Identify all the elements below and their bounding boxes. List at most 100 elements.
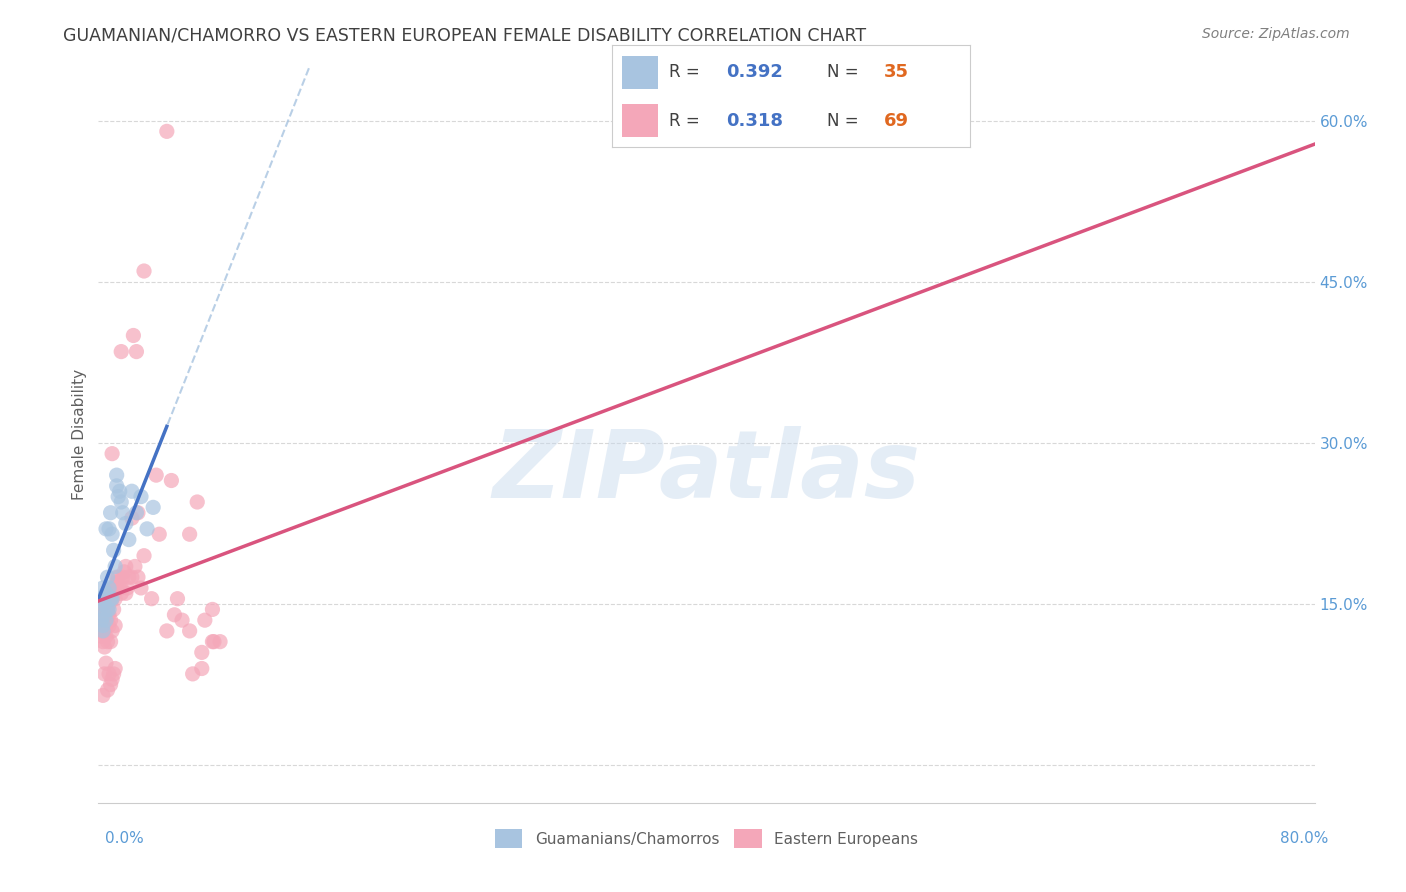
Point: [179, 624, 201, 638]
Point: [170, 613, 193, 627]
Point: [105, 575, 128, 590]
Point: [121, 570, 143, 584]
Point: [89, 613, 111, 627]
Point: [94, 613, 117, 627]
Point: [112, 565, 135, 579]
Point: [156, 624, 179, 638]
Text: R =: R =: [669, 63, 704, 81]
Point: [129, 581, 152, 595]
Point: [94, 618, 117, 632]
Point: [89, 602, 111, 616]
Text: 0.0%: 0.0%: [105, 831, 145, 846]
Point: [100, 678, 122, 692]
Point: [121, 511, 143, 525]
Point: [104, 618, 127, 632]
Point: [101, 447, 124, 461]
Point: [141, 591, 163, 606]
Point: [114, 586, 136, 600]
Point: [127, 506, 149, 520]
Text: R =: R =: [669, 112, 704, 129]
Point: [117, 581, 139, 595]
Point: [98, 581, 121, 595]
Point: [181, 666, 204, 681]
Point: [111, 506, 134, 520]
Point: [90, 629, 112, 643]
Point: [101, 591, 124, 606]
Point: [136, 522, 159, 536]
Point: [96, 570, 118, 584]
Point: [103, 543, 125, 558]
Bar: [623, 56, 658, 88]
Point: [107, 570, 129, 584]
Point: [114, 559, 136, 574]
Point: [96, 634, 118, 648]
Point: [156, 124, 179, 138]
Text: 69: 69: [884, 112, 910, 129]
Point: [118, 570, 141, 584]
Bar: [623, 104, 658, 137]
Point: [201, 634, 224, 648]
Point: [98, 522, 121, 536]
Point: [110, 344, 132, 359]
Point: [89, 624, 111, 638]
Point: [209, 634, 232, 648]
Point: [114, 516, 136, 531]
Point: [105, 479, 128, 493]
Point: [121, 484, 143, 499]
Text: N =: N =: [827, 112, 863, 129]
Point: [124, 559, 146, 574]
Text: Source: ZipAtlas.com: Source: ZipAtlas.com: [1202, 27, 1350, 41]
Y-axis label: Female Disability: Female Disability: [72, 369, 87, 500]
Point: [90, 602, 112, 616]
Point: [104, 661, 127, 675]
Point: [142, 500, 165, 515]
Point: [107, 490, 129, 504]
Point: [98, 666, 121, 681]
Point: [110, 495, 132, 509]
Point: [93, 597, 115, 611]
Point: [93, 613, 115, 627]
Point: [93, 607, 115, 622]
Point: [132, 264, 155, 278]
Point: [125, 344, 148, 359]
Point: [101, 624, 124, 638]
Point: [91, 607, 114, 622]
Point: [93, 624, 115, 638]
Point: [104, 591, 127, 606]
Point: [194, 613, 217, 627]
Point: [186, 495, 208, 509]
Point: [90, 618, 112, 632]
Text: 80.0%: 80.0%: [1281, 831, 1329, 846]
Point: [103, 666, 125, 681]
Point: [103, 581, 125, 595]
Point: [90, 591, 112, 606]
Point: [100, 613, 122, 627]
Point: [101, 591, 124, 606]
Point: [166, 591, 188, 606]
Point: [93, 640, 115, 654]
Legend: Guamanians/Chamorros, Eastern Europeans: Guamanians/Chamorros, Eastern Europeans: [489, 823, 924, 854]
Point: [191, 661, 214, 675]
Point: [98, 607, 121, 622]
Point: [179, 527, 201, 541]
Point: [125, 506, 148, 520]
Point: [100, 634, 122, 648]
Point: [100, 591, 122, 606]
Point: [91, 581, 114, 595]
Point: [105, 468, 128, 483]
Text: 35: 35: [884, 63, 910, 81]
Text: 0.392: 0.392: [727, 63, 783, 81]
Text: ZIPatlas: ZIPatlas: [492, 425, 921, 517]
Point: [93, 666, 115, 681]
Point: [127, 570, 149, 584]
Point: [98, 597, 121, 611]
Text: GUAMANIAN/CHAMORRO VS EASTERN EUROPEAN FEMALE DISABILITY CORRELATION CHART: GUAMANIAN/CHAMORRO VS EASTERN EUROPEAN F…: [63, 27, 866, 45]
Point: [103, 602, 125, 616]
Point: [132, 549, 155, 563]
Point: [91, 618, 114, 632]
Point: [145, 468, 167, 483]
Point: [91, 634, 114, 648]
Point: [100, 506, 122, 520]
Point: [94, 586, 117, 600]
Point: [108, 581, 131, 595]
